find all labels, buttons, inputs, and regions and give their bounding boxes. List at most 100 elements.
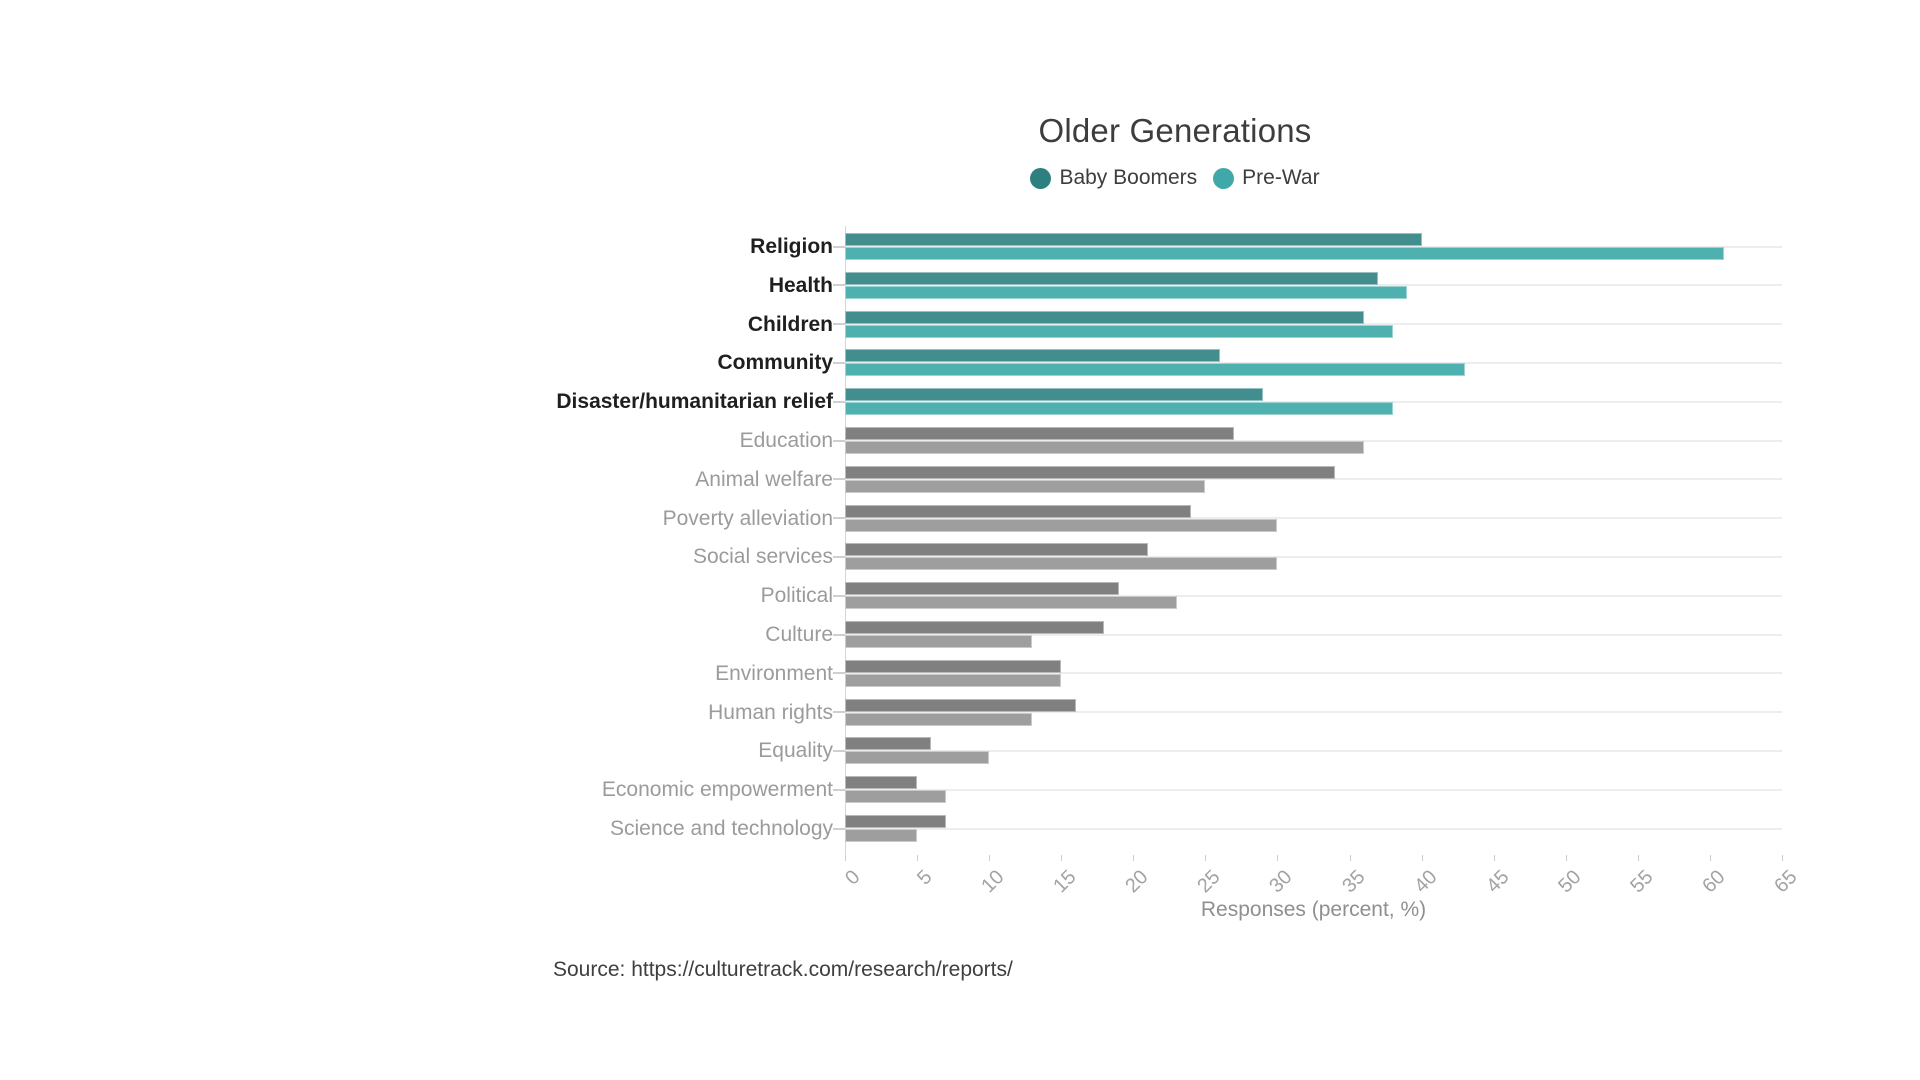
category-gridline xyxy=(845,749,1782,752)
bar-pre-war xyxy=(845,285,1408,299)
category-tick xyxy=(833,594,845,597)
x-axis-tick xyxy=(1277,855,1279,861)
category-gridline xyxy=(845,555,1782,558)
category-gridline xyxy=(845,323,1782,326)
x-axis-tick-label: 45 xyxy=(1481,866,1514,898)
x-axis-tick-label: 35 xyxy=(1337,866,1370,898)
legend-marker-icon xyxy=(1030,167,1052,189)
bar-baby-boomers xyxy=(845,815,946,828)
legend-marker-icon xyxy=(1213,167,1235,189)
category-tick xyxy=(833,788,845,791)
category-gridline xyxy=(845,517,1782,520)
category-gridline xyxy=(845,478,1782,481)
category-label: Animal welfare xyxy=(695,467,833,491)
category-label: Political xyxy=(760,584,833,608)
bar-baby-boomers xyxy=(845,698,1076,712)
x-axis-tick xyxy=(989,855,991,861)
x-axis-tick-label: 15 xyxy=(1049,866,1081,898)
bar-pre-war xyxy=(845,673,1062,687)
category-tick xyxy=(833,672,845,675)
category-label: Science and technology xyxy=(610,817,833,840)
category-tick xyxy=(833,361,845,364)
category-label: Environment xyxy=(715,661,833,685)
x-axis-tick xyxy=(1493,855,1495,861)
category-label: Religion xyxy=(750,235,833,258)
category-tick xyxy=(833,711,845,714)
category-gridline xyxy=(845,245,1782,248)
category-tick xyxy=(833,245,845,248)
category-gridline xyxy=(845,672,1782,675)
category-gridline xyxy=(845,827,1782,830)
category-label: Health xyxy=(768,273,833,297)
x-axis-tick xyxy=(1349,855,1351,861)
x-axis-tick xyxy=(1709,855,1711,861)
x-axis-tick-label: 20 xyxy=(1121,866,1153,898)
bar-baby-boomers xyxy=(845,388,1264,402)
category-tick xyxy=(833,827,845,830)
x-axis-tick xyxy=(1061,855,1063,861)
category-label: Community xyxy=(717,351,834,375)
x-axis-tick xyxy=(917,855,919,861)
bar-pre-war xyxy=(845,402,1393,416)
bar-baby-boomers xyxy=(845,621,1105,634)
x-axis-title: Responses (percent, %) xyxy=(1200,898,1427,921)
category-gridline xyxy=(845,400,1782,403)
x-axis-tick-label: 60 xyxy=(1698,866,1730,898)
category-label: Education xyxy=(739,429,833,452)
bar-baby-boomers xyxy=(845,465,1336,479)
category-tick xyxy=(833,749,845,752)
bar-baby-boomers xyxy=(845,427,1235,440)
x-axis-zero-line xyxy=(845,226,846,855)
source-note: Source: https://culturetrack.com/researc… xyxy=(553,958,1013,981)
category-gridline xyxy=(845,439,1782,442)
x-axis-tick xyxy=(1205,855,1207,861)
category-label: Human rights xyxy=(708,700,833,724)
category-gridline xyxy=(845,361,1782,364)
bar-pre-war xyxy=(845,479,1206,493)
bar-baby-boomers xyxy=(845,271,1379,285)
chart-header: Older Generations xyxy=(560,112,1790,150)
bar-baby-boomers xyxy=(845,310,1364,324)
x-axis-tick-label: 10 xyxy=(977,866,1009,898)
bar-baby-boomers xyxy=(845,582,1119,596)
bar-pre-war xyxy=(845,324,1393,338)
bar-pre-war xyxy=(845,712,1033,726)
x-axis-tick xyxy=(1565,855,1567,861)
x-axis-tick-label: 50 xyxy=(1554,866,1586,898)
category-gridline xyxy=(845,594,1782,597)
x-axis-tick xyxy=(1637,855,1639,861)
bar-pre-war xyxy=(845,518,1278,532)
category-tick xyxy=(833,517,845,520)
category-gridline xyxy=(845,788,1782,791)
category-gridline xyxy=(845,633,1782,636)
x-axis-tick-label: 25 xyxy=(1193,866,1225,898)
x-axis-tick xyxy=(1782,855,1783,861)
bar-baby-boomers xyxy=(845,776,918,790)
category-label: Poverty alleviation xyxy=(662,506,833,530)
legend: Baby Boomers Pre-War xyxy=(560,166,1790,190)
category-gridline xyxy=(845,284,1782,287)
bar-pre-war xyxy=(845,596,1177,610)
x-axis-tick xyxy=(845,855,846,861)
category-gridline xyxy=(845,711,1782,714)
bar-pre-war xyxy=(845,441,1364,454)
category-tick xyxy=(833,284,845,287)
bar-baby-boomers xyxy=(845,504,1191,518)
x-axis-tick-label: 55 xyxy=(1626,866,1658,898)
category-label: Disaster/humanitarian relief xyxy=(556,390,833,414)
bar-baby-boomers xyxy=(845,349,1220,363)
x-axis-tick-label: 65 xyxy=(1770,866,1802,898)
bar-baby-boomers xyxy=(845,233,1422,246)
bar-pre-war xyxy=(845,557,1278,571)
x-axis-tick-label: 5 xyxy=(913,866,937,890)
bar-pre-war xyxy=(845,790,946,804)
bar-baby-boomers xyxy=(845,543,1148,557)
category-label: Culture xyxy=(765,623,833,646)
category-label: Equality xyxy=(758,739,833,763)
x-axis-tick-label: 30 xyxy=(1265,866,1298,898)
bar-pre-war xyxy=(845,829,918,842)
category-label: Social services xyxy=(692,545,833,569)
category-tick xyxy=(833,439,845,442)
bar-baby-boomers xyxy=(845,659,1062,673)
category-tick xyxy=(833,323,845,326)
